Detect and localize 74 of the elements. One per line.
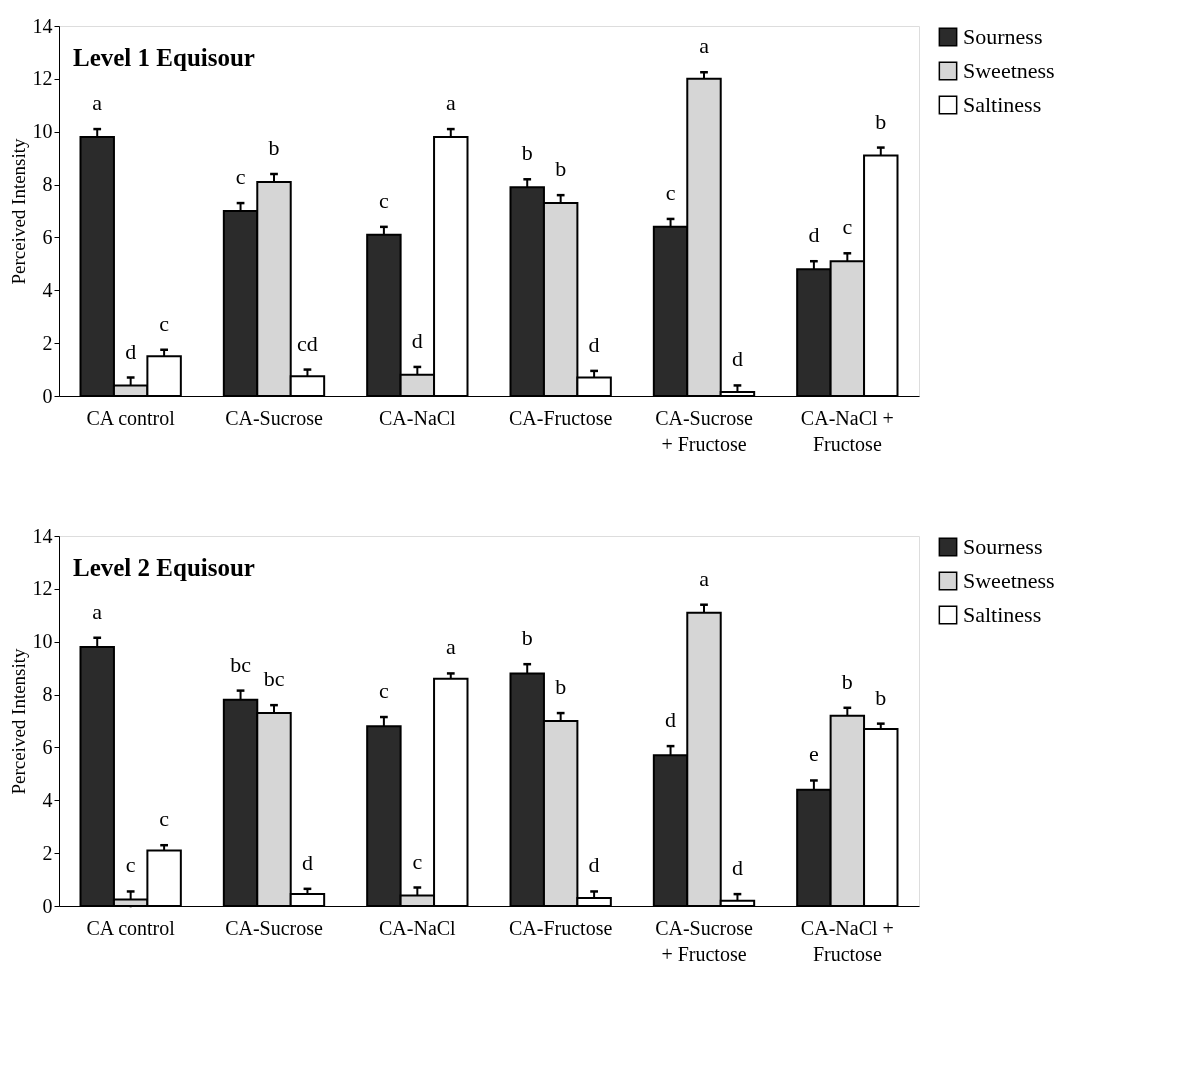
data-label: d [411,327,423,353]
legend-label: Sourness [963,24,1043,49]
data-label: d [731,855,743,881]
data-label: d [808,222,820,248]
data-label: cd [297,330,318,356]
y-tick-label: 4 [42,788,53,811]
y-tick-label: 12 [32,577,53,600]
y-tick-label: 14 [32,524,53,547]
data-label: c [412,848,423,874]
y-tick-label: 10 [32,630,53,653]
data-label: a [445,634,456,660]
x-tick-label: CA-Fructose [509,916,613,939]
y-tick-label: 2 [42,841,53,864]
data-label: c [665,179,676,205]
data-label: a [699,33,710,59]
data-label: c [125,852,136,878]
y-tick-label: 0 [42,894,53,917]
data-label: bc [230,651,252,677]
data-label: bc [263,666,285,692]
data-label: a [699,565,710,591]
y-tick-label: 14 [32,14,53,37]
x-tick-label: CA control [86,406,176,429]
y-tick-label: 10 [32,120,53,143]
x-tick-label: CA-Sucrose + Fructose [655,406,753,455]
legend-label: Saltiness [963,602,1042,627]
data-label: e [809,741,819,767]
data-label: d [301,849,313,875]
data-label: b [555,156,567,182]
y-axis-title: Perceived Intensity [7,137,29,285]
x-tick-label: CA-NaCl [379,916,457,939]
legend-label: Saltiness [963,92,1042,117]
x-tick-label: CA-Sucrose + Fructose [655,916,753,965]
data-label: a [92,598,103,624]
data-label: c [235,164,246,190]
data-label: d [665,707,677,733]
data-label: c [842,214,853,240]
y-tick-label: 12 [32,67,53,90]
data-label: a [445,90,456,116]
y-tick-label: 6 [42,735,53,758]
data-label: c [379,678,390,704]
data-label: b [521,140,533,166]
data-label: b [875,108,887,134]
data-label: d [588,331,600,357]
y-tick-label: 8 [42,683,53,706]
data-label: b [521,625,533,651]
y-tick-label: 2 [42,331,53,354]
data-label: b [841,668,853,694]
y-tick-label: 8 [42,173,53,196]
y-axis-title: Perceived Intensity [7,647,29,795]
text: Level 2 Equisour [73,554,255,581]
x-tick-label: CA-NaCl [379,406,457,429]
x-tick-label: CA control [86,916,176,939]
data-label: b [268,135,280,160]
y-tick-label: 4 [42,278,53,301]
data-label: c [159,806,170,832]
y-tick-label: 0 [42,384,53,407]
legend-label: Sweetness [963,568,1055,593]
data-label: c [379,187,390,213]
x-tick-label: CA-Sucrose [225,406,323,429]
x-tick-label: CA-Fructose [509,406,613,429]
x-tick-label: CA-NaCl + Fructose [800,916,894,965]
x-tick-label: CA-NaCl + Fructose [800,406,894,455]
data-label: d [588,852,600,878]
data-label: c [159,310,170,336]
y-tick-label: 6 [42,225,53,248]
text: Level 1 Equisour [73,44,255,71]
data-label: d [125,338,137,364]
legend-label: Sweetness [963,58,1055,83]
legend-label: Sourness [963,534,1043,559]
data-label: b [555,674,567,700]
data-label: a [92,90,103,116]
data-label: d [731,346,743,372]
data-label: b [875,684,887,710]
x-tick-label: CA-Sucrose [225,916,323,939]
